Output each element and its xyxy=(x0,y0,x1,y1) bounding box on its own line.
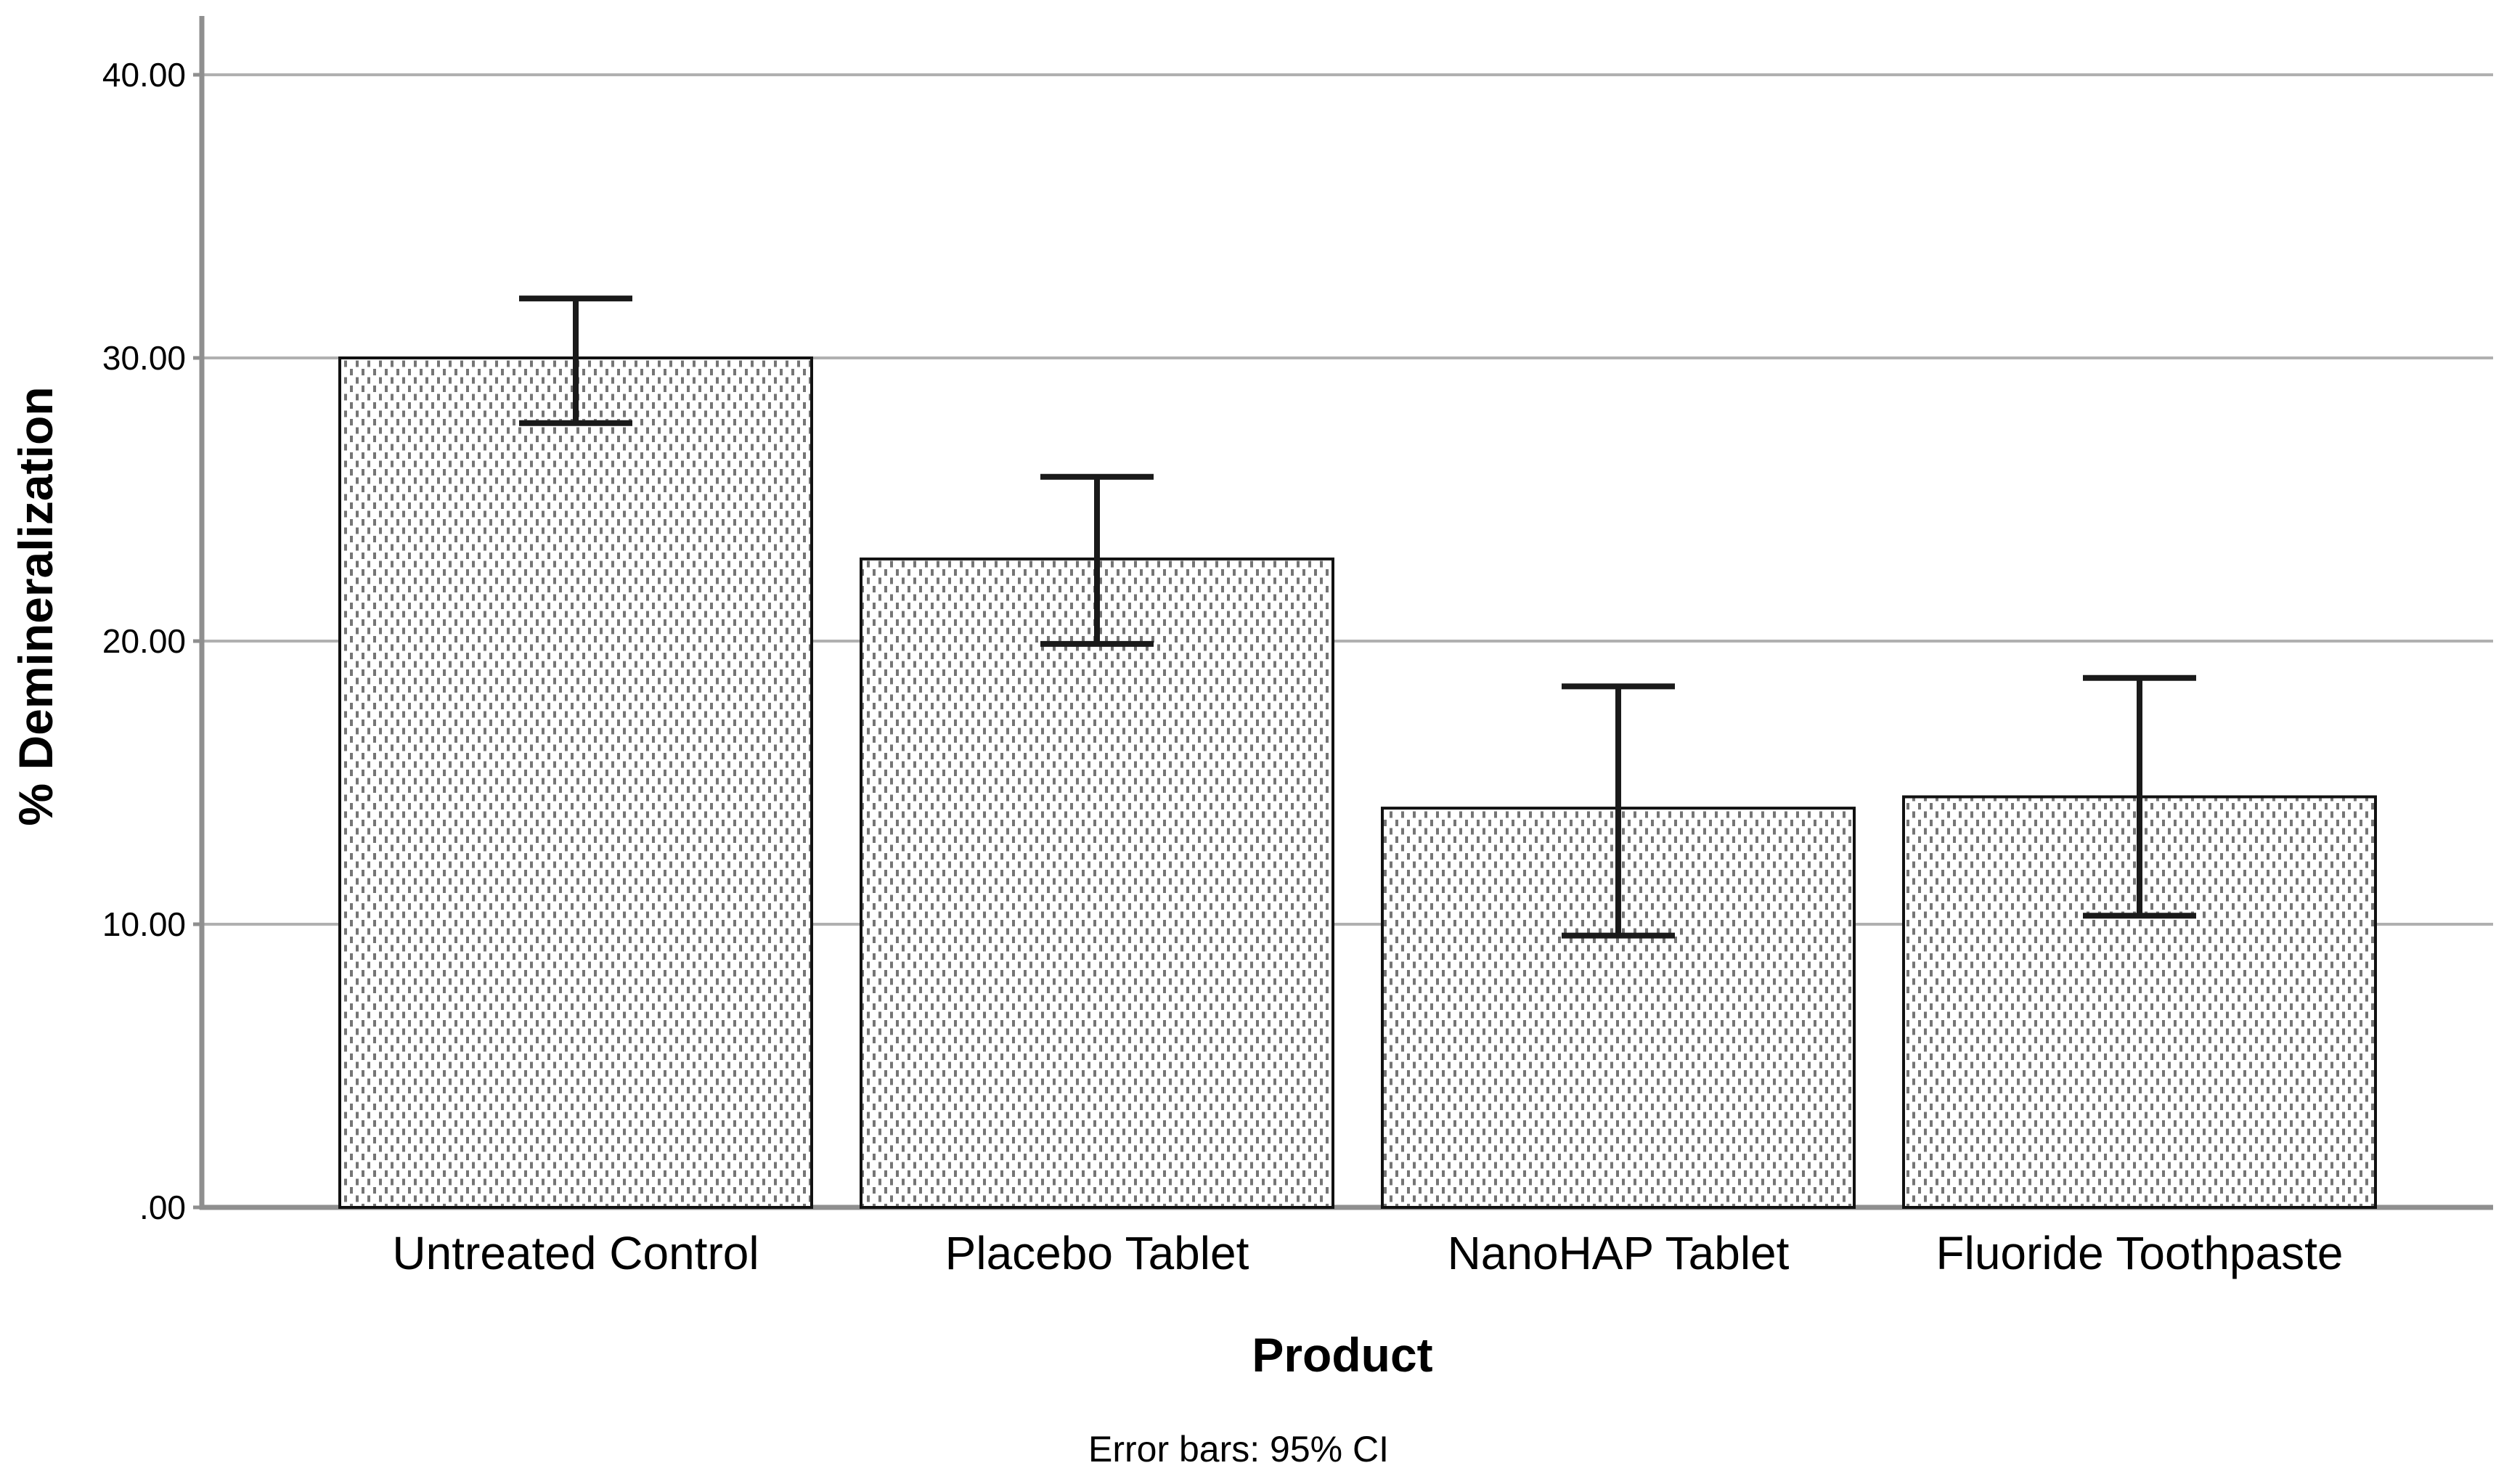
bar-placebo-tablet xyxy=(860,557,1334,1209)
error-bars-footnote: Error bars: 95% CI xyxy=(1088,1429,1389,1469)
y-tick-labels: .00 10.00 20.00 30.00 40.00 xyxy=(102,56,186,1226)
y-axis-title: % Demineralization xyxy=(9,386,62,825)
x-category-label-fluoride-toothpaste: Fluoride Toothpaste xyxy=(1936,1227,2344,1279)
bar-untreated-control xyxy=(338,356,813,1209)
y-tick-label-40: 40.00 xyxy=(102,56,186,94)
y-tick-label-30: 30.00 xyxy=(102,339,186,377)
x-category-label-nanohap-tablet: NanoHAP Tablet xyxy=(1448,1227,1790,1279)
y-tick-label-20: 20.00 xyxy=(102,622,186,660)
error-bars xyxy=(519,295,2196,939)
x-axis-title: Product xyxy=(1252,1328,1432,1382)
bars xyxy=(338,356,2377,1209)
y-tick-label-0: .00 xyxy=(139,1189,186,1226)
x-category-label-placebo-tablet: Placebo Tablet xyxy=(945,1227,1249,1279)
x-category-labels: Untreated Control Placebo Tablet NanoHAP T… xyxy=(392,1227,2343,1279)
x-category-label-untreated-control: Untreated Control xyxy=(392,1227,759,1279)
y-tick-label-10: 10.00 xyxy=(102,905,186,943)
